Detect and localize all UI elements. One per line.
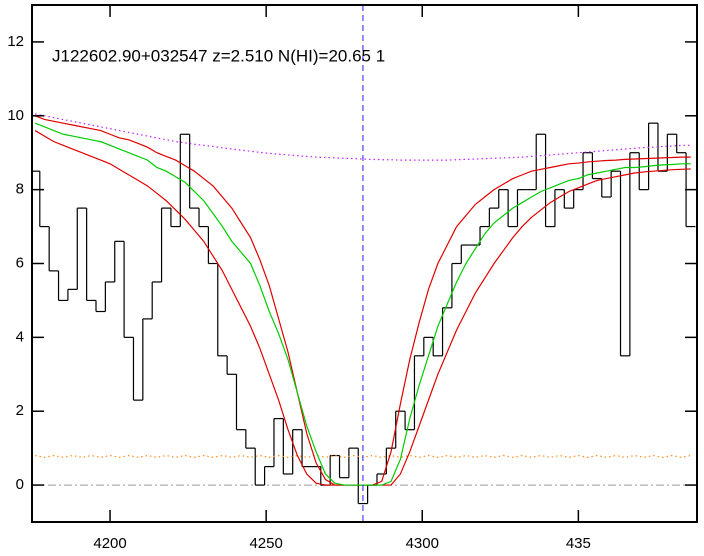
axes-frame (31, 4, 698, 523)
y-tick-label: 2 (16, 402, 24, 419)
y-tick-label: 6 (16, 254, 24, 271)
x-tick-label: 4300 (406, 535, 439, 552)
plot-area (32, 5, 697, 522)
x-tick-label: 435 (566, 535, 591, 552)
y-tick-label: 12 (7, 33, 24, 50)
chart-title: J122602.90+032547 z=2.510 N(HI)=20.65 1 (52, 46, 385, 65)
y-tick-label: 0 (16, 476, 24, 493)
model-line (35, 113, 691, 161)
y-tick-label: 4 (16, 328, 24, 345)
y-tick-label: 8 (16, 181, 24, 198)
x-tick-label: 4250 (249, 535, 282, 552)
x-tick-label: 4200 (93, 535, 126, 552)
y-tick-label: 10 (7, 107, 24, 124)
